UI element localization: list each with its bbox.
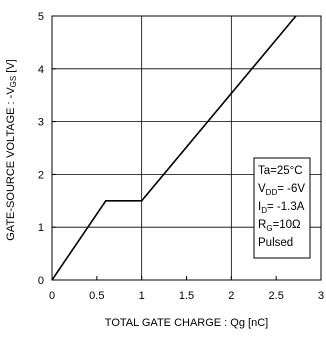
x-axis-title: TOTAL GATE CHARGE : Qg [nC] <box>105 317 268 329</box>
y-tick-label: 1 <box>38 222 44 234</box>
condition-line: RG=10Ω <box>258 219 301 233</box>
x-tick-label: 0 <box>49 290 55 302</box>
y-axis-title: GATE-SOURCE VOLTAGE : -VGS [V] <box>5 59 18 241</box>
x-tick-label: 0.5 <box>89 290 104 302</box>
y-tick-label: 3 <box>38 117 44 129</box>
x-tick-label: 2 <box>228 290 234 302</box>
condition-line: Pulsed <box>258 237 293 249</box>
x-tick-label: 1 <box>139 290 145 302</box>
y-axis-title-prefix: GATE-SOURCE VOLTAGE : -V <box>5 87 17 241</box>
y-axis-title-sub: GS <box>9 76 18 88</box>
x-tick-label: 2.5 <box>269 290 284 302</box>
condition-box: Ta=25°C VDD= -6V ID= -1.3A RG=10Ω Pulsed <box>253 157 311 259</box>
y-axis-title-suffix: [V] <box>5 59 17 76</box>
x-tick-label: 3 <box>318 290 324 302</box>
y-tick-labels: 0 1 2 3 4 5 <box>38 11 56 287</box>
y-tick-label: 0 <box>38 275 44 287</box>
series-layer <box>51 15 297 281</box>
grid-lines <box>52 16 321 280</box>
condition-lines: Ta=25°C VDD= -6V ID= -1.3A RG=10Ω Pulsed <box>258 165 305 249</box>
series-line-0 <box>51 15 297 281</box>
condition-line: ID= -1.3A <box>258 201 305 215</box>
y-tick-label: 2 <box>38 169 44 181</box>
plot-frame <box>51 15 322 281</box>
condition-line: Ta=25°C <box>258 165 303 177</box>
x-tick-label: 1.5 <box>179 290 194 302</box>
y-tick-label: 5 <box>38 11 44 23</box>
y-tick-label: 4 <box>38 64 44 76</box>
condition-box-frame <box>253 157 311 259</box>
condition-line: VDD= -6V <box>258 183 305 197</box>
